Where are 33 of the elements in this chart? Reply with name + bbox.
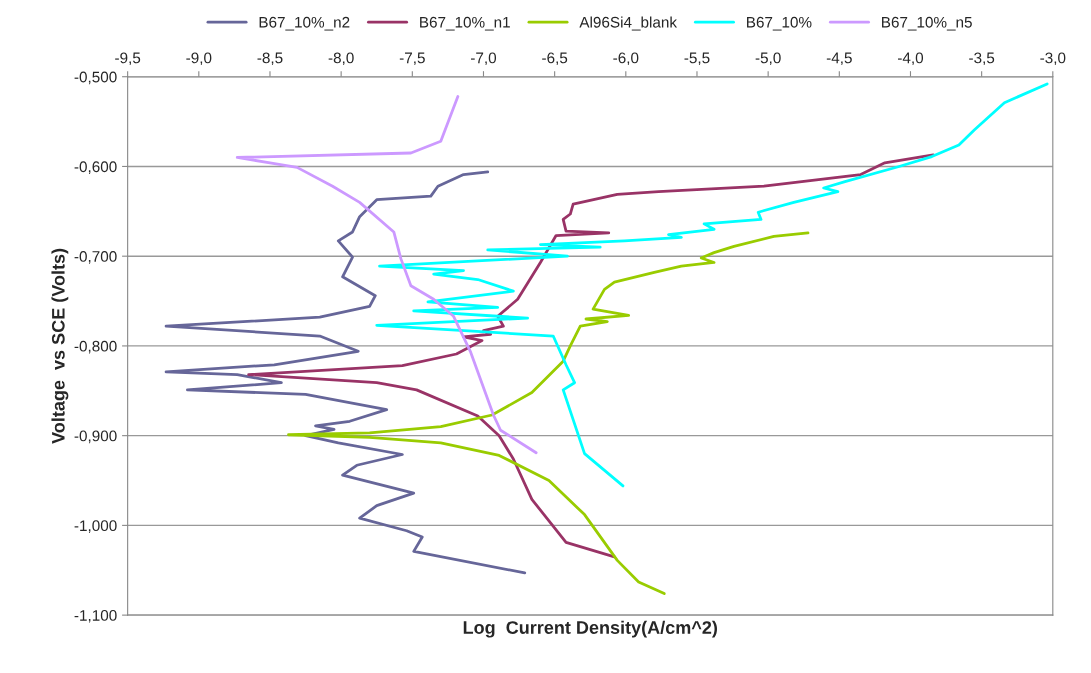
y-tick-label: -0,500 <box>74 71 117 85</box>
line-series <box>375 82 1049 488</box>
x-tick-label: -6,5 <box>542 52 568 66</box>
x-tick-label: -3,0 <box>1040 52 1066 66</box>
legend-label: B67_10%_n5 <box>882 16 972 31</box>
legend-label: B67_10%_n1 <box>420 16 510 31</box>
line-series <box>287 231 810 595</box>
x-tick-label: -4,5 <box>826 52 852 66</box>
y-axis-title: Voltage vs SCE (Volts) <box>51 248 69 444</box>
x-tick-label: -9,0 <box>186 52 212 66</box>
x-tick-label: -8,0 <box>328 52 354 66</box>
x-tick-label: -7,0 <box>471 52 497 66</box>
x-tick-label: -7,5 <box>399 52 425 66</box>
y-tick-label: -0,800 <box>74 340 117 354</box>
legend-label: B67_10% <box>747 16 812 31</box>
x-tick-label: -9,5 <box>115 52 141 66</box>
y-tick-label: -0,600 <box>74 161 117 174</box>
x-tick-label: -3,5 <box>969 52 995 66</box>
line-series <box>247 153 935 559</box>
x-tick-label: -5,5 <box>684 52 710 66</box>
x-tick-label: -4,0 <box>898 52 924 66</box>
legend-label: Al96Si4_blank <box>579 16 678 31</box>
x-tick-label: -8,5 <box>257 52 283 66</box>
x-tick-label: -6,0 <box>613 52 639 66</box>
x-tick-label: -5,0 <box>755 52 781 66</box>
y-tick-label: -0,700 <box>74 251 117 264</box>
line-series <box>235 95 538 455</box>
x-axis-title: Log Current Density(A/cm^2) <box>463 620 717 638</box>
y-tick-label: -1,100 <box>74 609 117 623</box>
y-tick-label: -0,900 <box>74 430 117 444</box>
line-series <box>164 170 527 575</box>
y-tick-label: -1,000 <box>74 520 117 533</box>
legend-label: B67_10%_n2 <box>259 16 350 31</box>
